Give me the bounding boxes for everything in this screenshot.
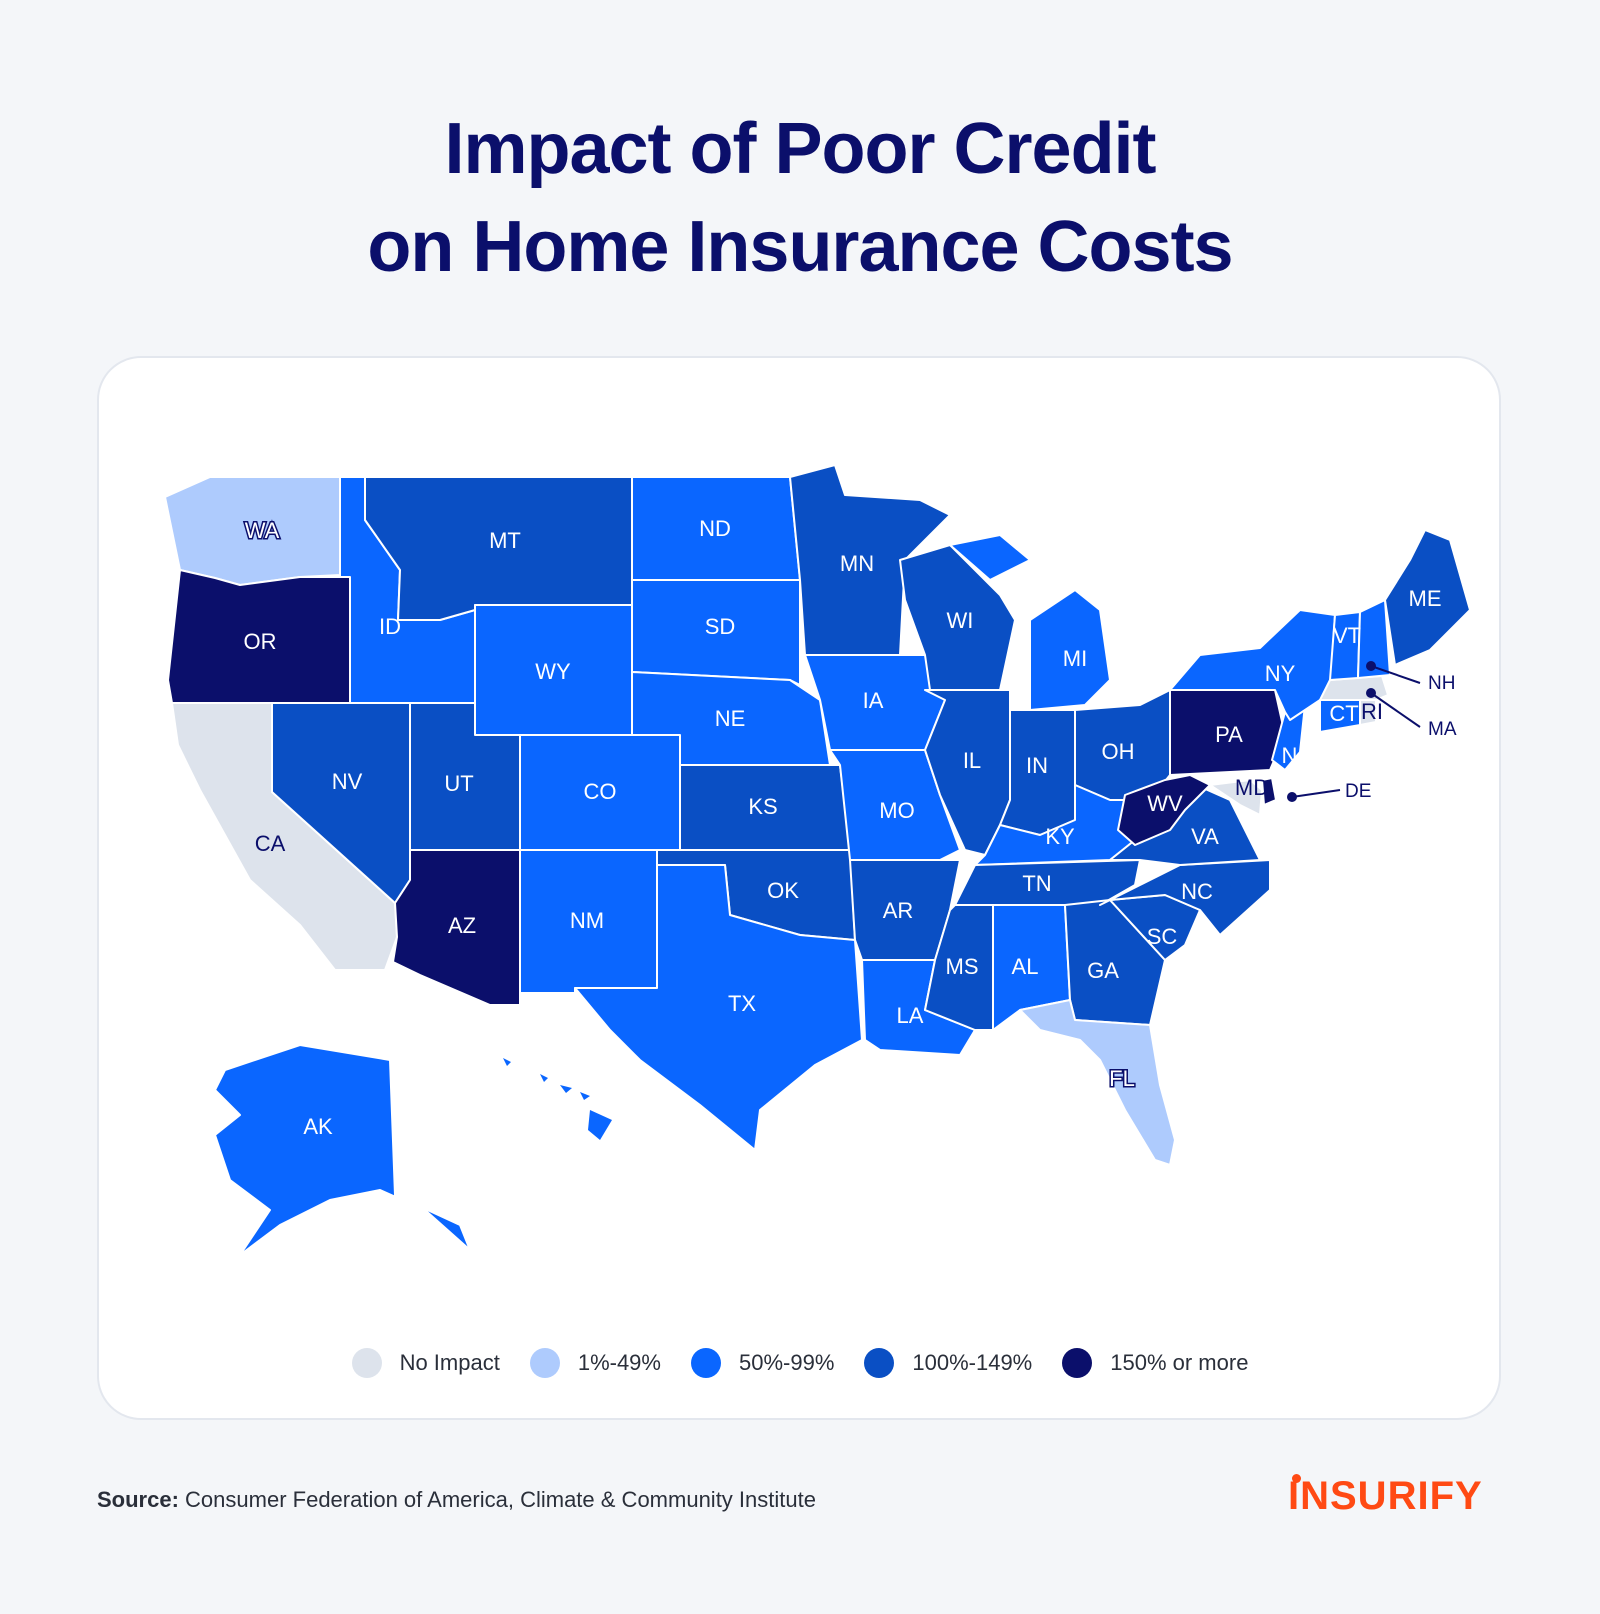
callout-line-de [1291, 789, 1341, 798]
title-line-1: Impact of Poor Credit [444, 109, 1156, 189]
state-label-ks: KS [748, 794, 777, 819]
legend-swatch [529, 1348, 560, 1378]
legend-label: 50%-99% [738, 1350, 835, 1375]
state-hi-island [540, 1074, 548, 1082]
callout-dot-ma [1366, 688, 1376, 698]
legend-item-50-99: 50%-99% [690, 1348, 835, 1378]
state-label-nv: NV [332, 769, 363, 794]
state-label-nm: NM [570, 908, 604, 933]
state-tx [574, 864, 863, 1151]
state-ak [214, 1044, 471, 1256]
state-label-ca: CA [255, 831, 286, 856]
state-label-mn: MN [840, 551, 874, 576]
callout-label-nh: NH [1428, 673, 1455, 694]
state-label-wv: WV [1147, 791, 1183, 816]
legend-swatch [1062, 1348, 1093, 1378]
state-label-co: CO [584, 779, 617, 804]
insurify-logo-dot [1292, 1474, 1301, 1483]
state-label-nj: NJ [1282, 743, 1309, 768]
state-label-me: ME [1409, 586, 1442, 611]
state-fl [1019, 999, 1176, 1166]
state-label-ne: NE [715, 706, 746, 731]
state-label-ut: UT [444, 771, 473, 796]
state-label-sd: SD [705, 614, 736, 639]
state-label-wa: WA [245, 518, 280, 543]
state-hi-island [503, 1058, 511, 1066]
legend-swatch [690, 1348, 721, 1378]
state-hi-island [588, 1110, 612, 1140]
state-label-la: LA [897, 1003, 924, 1028]
state-label-mt: MT [489, 528, 521, 553]
state-label-ok: OK [767, 878, 799, 903]
legend-swatch [351, 1348, 382, 1378]
state-label-tn: TN [1022, 871, 1051, 896]
legend-item-no-impact: No Impact [351, 1348, 500, 1378]
state-label-ak: AK [303, 1114, 333, 1139]
state-label-sc: SC [1147, 924, 1178, 949]
state-label-oh: OH [1102, 739, 1135, 764]
state-label-ky: KY [1045, 824, 1075, 849]
legend-label: No Impact [399, 1350, 500, 1375]
state-label-mo: MO [879, 798, 914, 823]
legend-item-150-plus: 150% or more [1062, 1348, 1248, 1378]
state-label-il: IL [963, 748, 981, 773]
legend-item-100-149: 100%-149% [864, 1348, 1032, 1378]
source-label: Source: [97, 1487, 179, 1512]
state-nc [1099, 859, 1271, 936]
state-wv [1117, 774, 1211, 846]
callout-dot-nh [1366, 661, 1376, 671]
state-label-ct: CT [1329, 701, 1358, 726]
state-label-wi: WI [947, 608, 974, 633]
state-label-vt: VT [1333, 623, 1361, 648]
state-label-pa: PA [1215, 722, 1243, 747]
callout-label-ma: MA [1428, 719, 1457, 740]
state-label-or: OR [244, 629, 277, 654]
source-note: Source: Consumer Federation of America, … [97, 1487, 816, 1513]
state-label-wy: WY [535, 659, 571, 684]
legend-label: 1%-49% [577, 1350, 661, 1375]
legend-label: 100%-149% [912, 1350, 1033, 1375]
state-label-md: MD [1235, 775, 1269, 800]
title-line-2: on Home Insurance Costs [367, 207, 1233, 287]
legend-label: 150% or more [1110, 1350, 1249, 1375]
state-label-ms: MS [946, 954, 979, 979]
state-label-va: VA [1191, 824, 1219, 849]
state-label-id: ID [379, 614, 401, 639]
state-label-in: IN [1026, 753, 1048, 778]
state-label-tx: TX [728, 991, 756, 1016]
state-label-az: AZ [448, 913, 476, 938]
state-hi-island [580, 1092, 590, 1100]
state-label-ia: IA [863, 688, 884, 713]
state-label-nd: ND [699, 516, 731, 541]
state-label-mi: MI [1063, 646, 1087, 671]
state-md [1209, 779, 1263, 816]
state-mn [789, 464, 951, 656]
state-label-al: AL [1012, 954, 1039, 979]
state-label-ri: RI [1361, 699, 1383, 724]
state-label-ny: NY [1265, 661, 1296, 686]
callout-line-nh [1370, 665, 1421, 684]
state-hi-island [560, 1085, 572, 1093]
state-label-nc: NC [1181, 879, 1213, 904]
insurify-logo: INSURIFY [1288, 1474, 1483, 1518]
state-de [1261, 777, 1277, 806]
legend-swatch [864, 1348, 895, 1378]
map-legend: No Impact 1%-49% 50%-99% 100%-149% 150% or m… [0, 1348, 1600, 1378]
state-label-ar: AR [883, 898, 914, 923]
state-nh [1357, 599, 1391, 679]
callout-label-de: DE [1345, 781, 1371, 802]
state-label-fl: FL [1109, 1066, 1135, 1091]
callout-line-ma [1370, 692, 1421, 728]
state-me [1384, 529, 1471, 666]
source-text: Consumer Federation of America, Climate … [185, 1487, 816, 1512]
page-title: Impact of Poor Credit on Home Insurance … [0, 100, 1600, 296]
callout-dot-de [1287, 792, 1297, 802]
legend-item-1-49: 1%-49% [529, 1348, 661, 1378]
state-label-ga: GA [1087, 958, 1119, 983]
